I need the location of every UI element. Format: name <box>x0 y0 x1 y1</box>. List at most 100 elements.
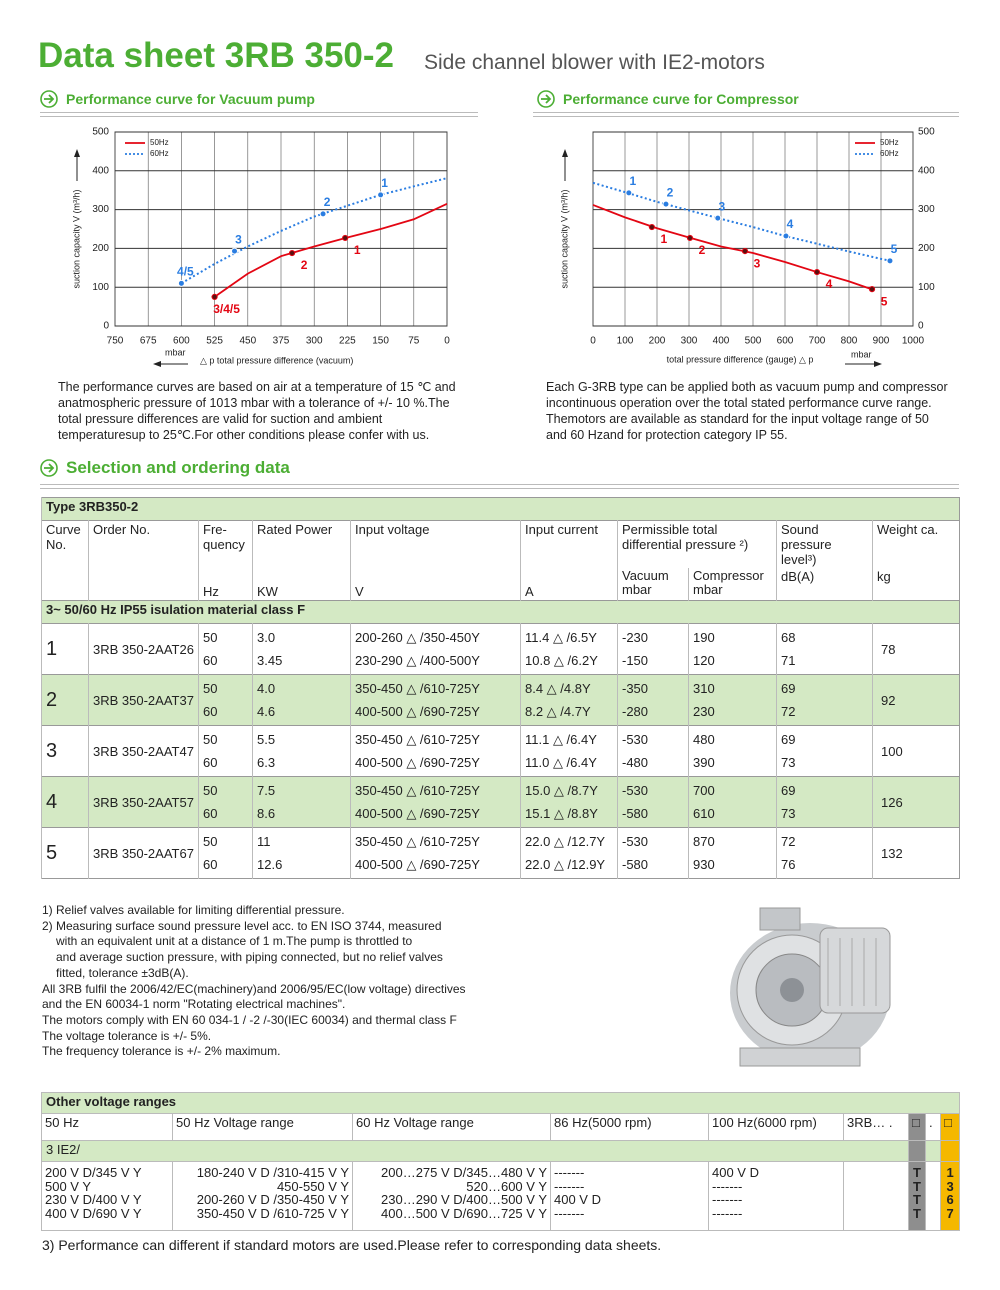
marker-label: 5 <box>881 294 888 308</box>
cell: -280 <box>617 704 689 726</box>
header-cell: Compressor mbar <box>688 568 777 601</box>
marker-label: 4 <box>787 217 794 231</box>
cell: -530 <box>617 827 689 857</box>
text-line: 400 V D <box>554 1192 601 1207</box>
marker-label: 2 <box>301 258 308 272</box>
cell: 50 <box>198 776 253 806</box>
x-tick-label: 375 <box>273 336 290 347</box>
rule <box>40 484 959 489</box>
marker <box>886 257 894 265</box>
cell: 50 <box>198 725 253 755</box>
cell: 11.4 △ /6.5Y <box>520 623 618 653</box>
marker-label: 3 <box>754 256 761 270</box>
x-tick-label: 0 <box>590 336 596 347</box>
x-tick-label: 100 <box>617 336 634 347</box>
cell: Other voltage ranges <box>40 1092 961 1114</box>
weight-cell: 132 <box>872 827 960 879</box>
cell: 3 IE2/ <box>41 1140 909 1162</box>
marker-label: 1 <box>354 243 361 257</box>
text-line: The frequency tolerance is +/- 2% maximu… <box>42 1044 281 1059</box>
cell: 69 <box>776 725 873 755</box>
cell: Type 3RB350-2 <box>41 497 960 521</box>
unit-cell: KW <box>252 568 351 601</box>
cell: -350 <box>617 674 689 704</box>
text-line: T <box>913 1178 921 1194</box>
cell: 610 <box>688 806 777 828</box>
row: Other voltage ranges <box>40 1092 961 1114</box>
cell: -230 <box>617 623 689 653</box>
cell: 22.0 △ /12.9Y <box>520 857 618 879</box>
x-tick-label: 600 <box>173 336 190 347</box>
y-tick-label: 0 <box>918 321 924 332</box>
row: 3 3RB 350-2AAT47 50 5.5 350-450 △ /610-725Y 1… <box>41 725 960 777</box>
order-cell: 3RB 350-2AAT67 <box>88 827 199 879</box>
text-line: 200 V D/345 V Y <box>45 1165 142 1180</box>
cell: 3.45 <box>252 653 351 675</box>
x-axis-label: △ p total pressure difference (vacuum) <box>200 355 353 365</box>
marker <box>813 268 821 276</box>
text-line: 1) Relief valves available for limiting … <box>42 903 345 917</box>
text-line: ------- <box>554 1178 585 1194</box>
cell: 350-450 △ /610-725Y <box>350 725 521 755</box>
marker <box>319 210 327 218</box>
text-line: 400…500 V D/690…725 V Y <box>381 1205 547 1221</box>
text-line: The voltage tolerance is +/- 5%. <box>42 1028 212 1043</box>
cell: 11.0 △ /6.4Y <box>520 755 618 777</box>
curve-cell: 5 <box>41 827 89 879</box>
text-line: 1 <box>946 1165 954 1180</box>
text-line: total pressure differences are valid for… <box>58 412 383 426</box>
marker-label: 4 <box>826 277 833 291</box>
header-cell: 3RB… . <box>843 1113 909 1141</box>
cell: -480 <box>617 755 689 777</box>
header-cell: 50 Hz Voltage range <box>172 1113 353 1141</box>
order-cell: 3RB 350-2AAT47 <box>88 725 199 777</box>
x-tick-label: 675 <box>140 336 157 347</box>
weight-cell: 78 <box>872 623 960 675</box>
cell: 400-500 △ /690-725Y <box>350 806 521 828</box>
cell <box>908 1140 926 1162</box>
cell: 200 V D/345 V Y 500 V Y 230 V D/400 V Y 400… <box>41 1161 173 1231</box>
header-cell: 100 Hz(6000 rpm) <box>708 1113 844 1141</box>
title: Data sheet 3RB 350-2 <box>38 36 394 75</box>
header-cell: Rated Power <box>252 520 351 568</box>
header-cell: □ <box>939 1113 961 1141</box>
row: Type 3RB350-2 <box>41 497 960 521</box>
subtitle: Side channel blower with IE2-motors <box>424 51 765 74</box>
cell: 870 <box>688 827 777 857</box>
x-tick-label: 900 <box>873 336 890 347</box>
x-tick-label: 600 <box>777 336 794 347</box>
text-line: The motors comply with EN 60 034-1 / -2 … <box>42 1012 457 1027</box>
cell: 8.2 △ /4.7Y <box>520 704 618 726</box>
cell: 69 <box>776 674 873 704</box>
cell: 5.5 <box>252 725 351 755</box>
text-line: T <box>913 1192 921 1207</box>
text-line: 7 <box>946 1205 954 1221</box>
marker <box>714 214 722 222</box>
section-title: Selection and ordering data <box>66 458 290 477</box>
cell: 72 <box>776 827 873 857</box>
cell: 12.6 <box>252 857 351 879</box>
order-cell: 3RB 350-2AAT26 <box>88 623 199 675</box>
unit-cell: V <box>350 568 521 601</box>
text-line: 350-450 V D /610-725 V Y <box>196 1205 349 1221</box>
x-unit: mbar <box>851 349 872 359</box>
y-tick-label: 500 <box>92 127 109 138</box>
cell: 60 <box>198 755 253 777</box>
text-line: and 60 Hzand for protection category IP … <box>546 428 788 442</box>
cell: 400 V D ------- ------- ------- <box>708 1161 844 1231</box>
cell: 3~ 50/60 Hz IP55 isulation material clas… <box>41 600 960 624</box>
y-tick-label: 500 <box>918 127 935 138</box>
voltage-table: Other voltage ranges 50 Hz 50 Hz Voltage r… <box>40 1092 961 1231</box>
text-line: 230…290 V D/400…500 V Y <box>381 1192 547 1207</box>
text-line: 2) Measuring surface sound pressure leve… <box>42 918 442 933</box>
row: 200 V D/345 V Y 500 V Y 230 V D/400 V Y 400… <box>41 1161 961 1231</box>
curve <box>592 204 872 290</box>
x-tick-label: 450 <box>239 336 256 347</box>
text-line: 180-240 V D /310-415 V Y <box>196 1165 349 1180</box>
cell: 50 <box>198 623 253 653</box>
cell: 15.1 △ /8.8Y <box>520 806 618 828</box>
text-line: 200…275 V D/345…480 V Y <box>381 1165 547 1180</box>
marker <box>625 189 633 197</box>
header-cell: Weight ca. <box>872 520 960 568</box>
